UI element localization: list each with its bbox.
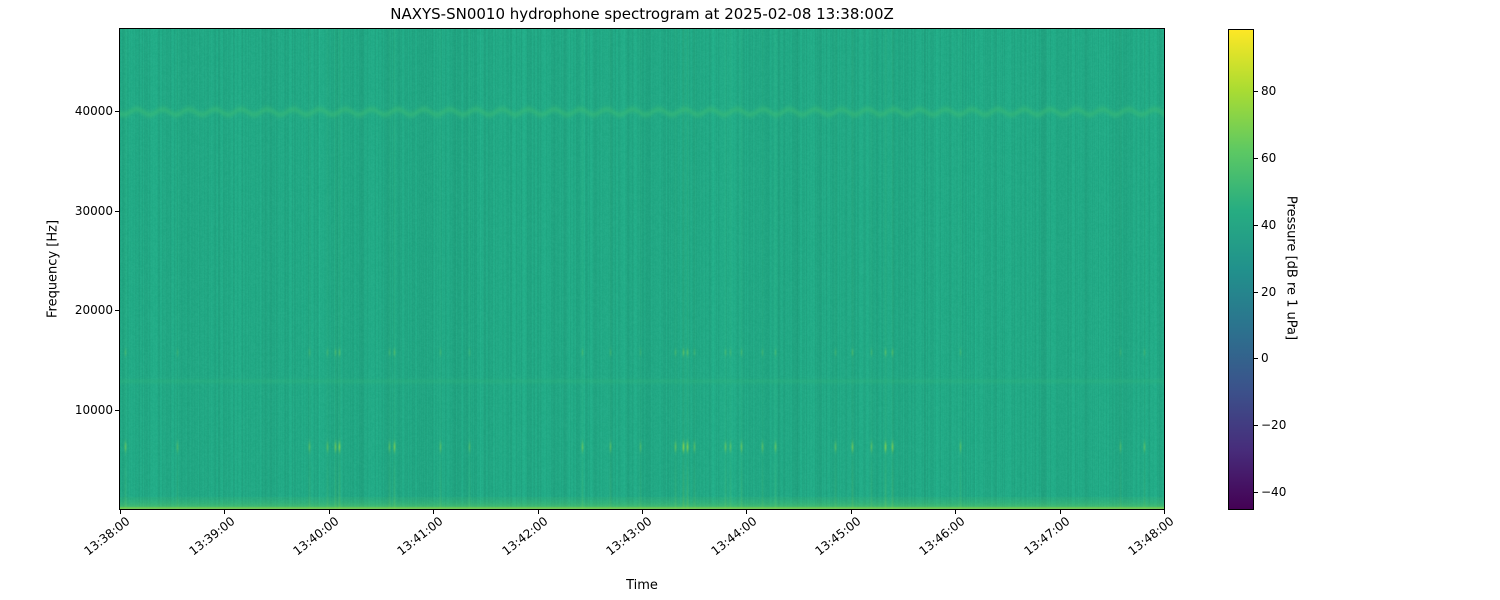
colorbar-tick-mark xyxy=(1254,225,1258,226)
x-tick-label: 13:45:00 xyxy=(812,514,864,559)
y-tick-mark xyxy=(115,410,119,411)
y-tick-mark xyxy=(115,211,119,212)
x-tick-mark xyxy=(120,510,121,514)
colorbar xyxy=(1228,29,1254,510)
y-tick-label: 10000 xyxy=(74,402,113,417)
x-tick-mark xyxy=(224,510,225,514)
x-tick-mark xyxy=(955,510,956,514)
x-tick-label: 13:40:00 xyxy=(290,514,342,559)
x-tick-label: 13:44:00 xyxy=(707,514,760,559)
x-tick-mark xyxy=(329,510,330,514)
colorbar-tick-label: 40 xyxy=(1261,217,1277,232)
y-tick-mark xyxy=(115,111,119,112)
x-tick-mark xyxy=(1060,510,1061,514)
x-tick-label: 13:39:00 xyxy=(185,514,238,559)
colorbar-tick-mark xyxy=(1254,492,1258,493)
x-tick-label: 13:38:00 xyxy=(81,514,133,559)
colorbar-tick-label: 80 xyxy=(1261,84,1277,99)
x-tick-label: 13:46:00 xyxy=(916,514,968,559)
colorbar-tick-mark xyxy=(1254,425,1258,426)
y-tick-label: 30000 xyxy=(74,203,113,218)
colorbar-tick-mark xyxy=(1254,91,1258,92)
x-tick-label: 13:47:00 xyxy=(1021,514,1073,559)
spectrogram-heatmap xyxy=(120,29,1164,509)
x-tick-mark xyxy=(642,510,643,514)
x-tick-label: 13:48:00 xyxy=(1125,514,1177,559)
x-tick-label: 13:43:00 xyxy=(603,514,655,559)
x-tick-mark xyxy=(851,510,852,514)
colorbar-tick-mark xyxy=(1254,292,1258,293)
x-tick-mark xyxy=(433,510,434,514)
x-axis-label: Time xyxy=(626,578,658,593)
y-tick-label: 40000 xyxy=(74,104,113,119)
colorbar-label: Pressure [dB re 1 uPa] xyxy=(1283,195,1299,341)
colorbar-tick-label: 20 xyxy=(1261,284,1277,299)
colorbar-tick-mark xyxy=(1254,158,1258,159)
x-tick-mark xyxy=(1164,510,1165,514)
x-tick-mark xyxy=(538,510,539,514)
y-tick-label: 20000 xyxy=(74,303,113,318)
colorbar-tick-label: −40 xyxy=(1261,484,1287,499)
x-tick-label: 13:42:00 xyxy=(499,514,551,559)
colorbar-tick-mark xyxy=(1254,358,1258,359)
colorbar-tick-label: 60 xyxy=(1261,151,1277,165)
chart-title: NAXYS-SN0010 hydrophone spectrogram at 2… xyxy=(390,5,894,23)
colorbar-tick-label: −20 xyxy=(1261,418,1287,433)
plot-area xyxy=(119,28,1165,510)
colorbar-tick-label: 0 xyxy=(1261,351,1269,366)
x-tick-mark xyxy=(746,510,747,514)
y-tick-mark xyxy=(115,310,119,311)
x-tick-label: 13:41:00 xyxy=(394,514,446,559)
y-axis-label: Frequency [Hz] xyxy=(45,219,61,319)
